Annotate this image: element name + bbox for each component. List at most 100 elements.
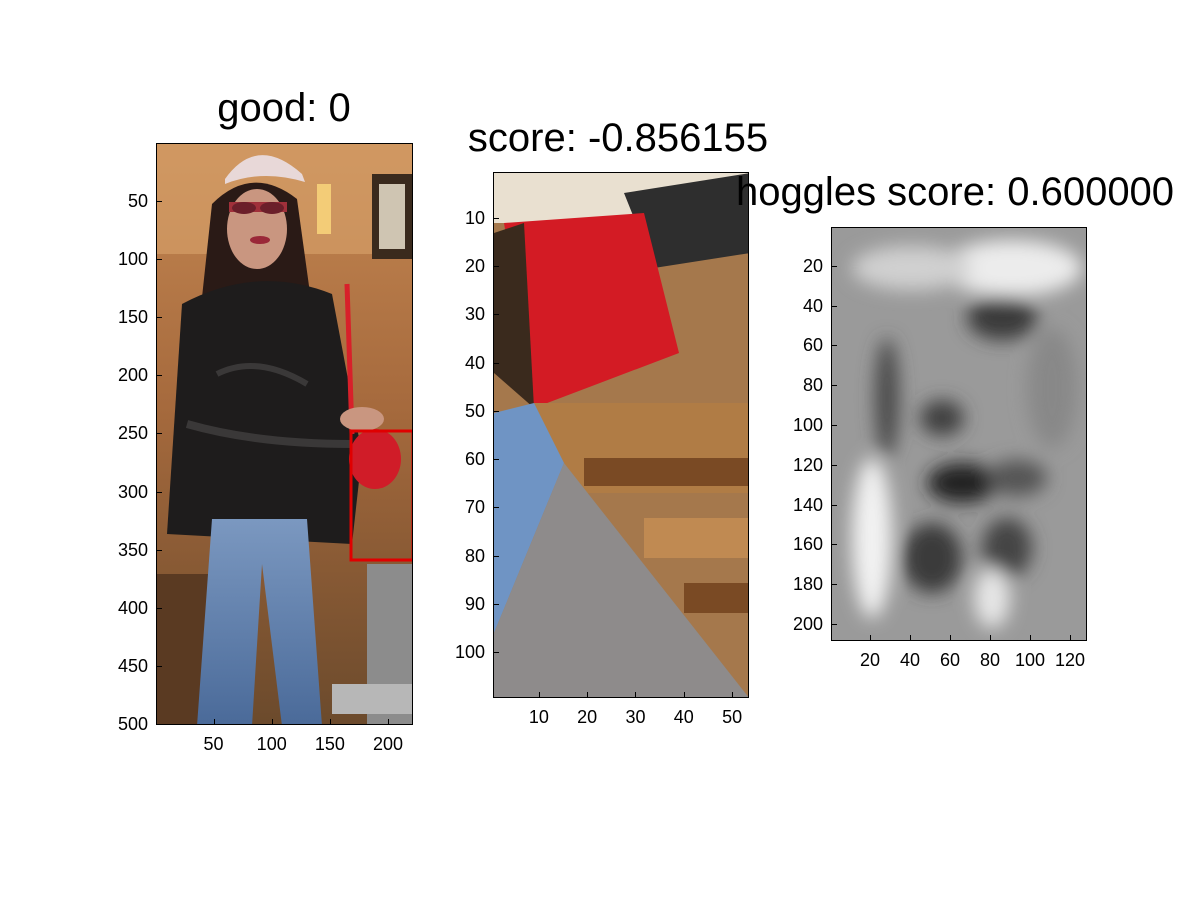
x-tick-mark xyxy=(950,635,951,641)
y-tick-mark xyxy=(493,410,499,412)
x-tick-mark xyxy=(329,719,331,725)
image-axes-1 xyxy=(156,143,413,725)
image-axes-2 xyxy=(493,172,749,698)
y-tick-mark xyxy=(831,464,837,466)
y-tick-mark xyxy=(493,314,499,316)
y-tick-label: 100 xyxy=(117,248,148,269)
y-tick-label: 180 xyxy=(792,574,823,595)
y-tick-mark xyxy=(493,459,499,461)
photo-crop xyxy=(494,173,748,697)
detection-box xyxy=(349,429,412,562)
x-tick-label: 100 xyxy=(256,734,287,754)
y-tick-label: 250 xyxy=(117,423,148,444)
x-tick-label: 200 xyxy=(372,734,404,754)
x-tick-mark xyxy=(1030,635,1031,641)
y-tick-mark xyxy=(156,549,162,551)
chart-title-1: good: 0 xyxy=(217,86,351,130)
y-tick-mark xyxy=(831,624,837,626)
y-tick-mark xyxy=(493,603,499,605)
x-tick-mark xyxy=(587,692,589,698)
x-tick-mark xyxy=(538,692,540,698)
y-tick-label: 80 xyxy=(464,545,485,566)
y-tick-label: 400 xyxy=(117,598,148,619)
chart-title-3: hoggles score: 0.600000 xyxy=(735,170,1175,214)
x-tick-mark xyxy=(870,635,871,641)
x-tick-mark xyxy=(635,692,637,698)
y-tick-label: 50 xyxy=(127,190,148,211)
y-tick-mark xyxy=(493,507,499,509)
y-tick-mark xyxy=(831,345,837,347)
y-tick-label: 80 xyxy=(802,375,823,396)
x-tick-label: 20 xyxy=(577,707,598,727)
y-tick-label: 300 xyxy=(117,481,148,502)
y-tick-mark xyxy=(156,258,162,260)
x-tick-label: 10 xyxy=(528,707,549,727)
y-tick-label: 100 xyxy=(454,642,485,663)
y-tick-label: 500 xyxy=(117,714,148,735)
y-tick-mark xyxy=(493,217,499,219)
x-tick-label: 60 xyxy=(939,650,961,670)
y-tick-label: 90 xyxy=(464,593,485,614)
x-tick-label: 50 xyxy=(203,734,224,754)
x-tick-mark xyxy=(683,692,685,698)
x-tick-label: 100 xyxy=(1014,650,1046,670)
y-tick-mark xyxy=(156,200,162,202)
y-tick-mark xyxy=(831,544,837,546)
x-tick-label: 80 xyxy=(979,650,1001,670)
x-tick-mark xyxy=(910,635,911,641)
y-tick-label: 60 xyxy=(464,449,485,470)
chart-title-2: score: -0.856155 xyxy=(467,116,769,160)
y-tick-label: 150 xyxy=(117,307,148,328)
y-tick-mark xyxy=(831,425,837,427)
x-tick-mark xyxy=(732,692,734,698)
y-tick-label: 60 xyxy=(802,335,823,356)
y-tick-label: 350 xyxy=(117,539,148,560)
y-tick-label: 140 xyxy=(792,494,823,515)
y-tick-mark xyxy=(156,433,162,435)
x-tick-label: 50 xyxy=(722,707,743,727)
y-tick-label: 200 xyxy=(792,614,823,635)
y-tick-mark xyxy=(831,504,837,506)
y-tick-label: 40 xyxy=(464,352,485,373)
y-tick-mark xyxy=(493,555,499,557)
x-tick-label: 40 xyxy=(673,707,694,727)
y-tick-label: 20 xyxy=(464,256,485,277)
y-tick-label: 450 xyxy=(117,656,148,677)
x-tick-mark xyxy=(387,719,389,725)
x-tick-label: 150 xyxy=(314,734,345,754)
y-tick-mark xyxy=(156,666,162,668)
y-tick-mark xyxy=(831,584,837,586)
x-tick-mark xyxy=(271,719,273,725)
photo-person xyxy=(157,144,412,724)
y-tick-label: 40 xyxy=(802,295,823,316)
hog-grayscale-heatmap xyxy=(832,228,1086,640)
y-tick-label: 30 xyxy=(464,304,485,325)
y-tick-mark xyxy=(493,362,499,364)
y-tick-label: 20 xyxy=(802,255,823,276)
y-tick-mark xyxy=(156,608,162,610)
y-tick-mark xyxy=(493,652,499,654)
y-tick-mark xyxy=(831,305,837,307)
heatmap-axes-3 xyxy=(831,227,1087,641)
y-tick-label: 70 xyxy=(464,497,485,518)
x-tick-label: 30 xyxy=(625,707,646,727)
y-tick-label: 200 xyxy=(117,365,148,386)
y-tick-mark xyxy=(156,724,162,726)
y-tick-mark xyxy=(493,266,499,268)
y-tick-label: 50 xyxy=(464,400,485,421)
y-tick-mark xyxy=(831,265,837,267)
x-tick-label: 20 xyxy=(859,650,881,670)
x-tick-mark xyxy=(990,635,991,641)
y-tick-label: 10 xyxy=(464,207,485,228)
y-tick-label: 100 xyxy=(792,415,823,436)
x-tick-mark xyxy=(1070,635,1071,641)
y-tick-label: 160 xyxy=(792,534,823,555)
y-tick-mark xyxy=(831,385,837,387)
y-tick-label: 120 xyxy=(792,454,823,475)
y-tick-mark xyxy=(156,375,162,377)
x-tick-mark xyxy=(213,719,215,725)
y-tick-mark xyxy=(156,491,162,493)
y-tick-mark xyxy=(156,317,162,319)
x-tick-label: 40 xyxy=(899,650,921,670)
x-tick-label: 120 xyxy=(1054,650,1086,670)
